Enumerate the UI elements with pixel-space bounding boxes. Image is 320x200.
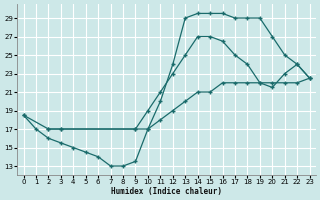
X-axis label: Humidex (Indice chaleur): Humidex (Indice chaleur) [111,187,222,196]
